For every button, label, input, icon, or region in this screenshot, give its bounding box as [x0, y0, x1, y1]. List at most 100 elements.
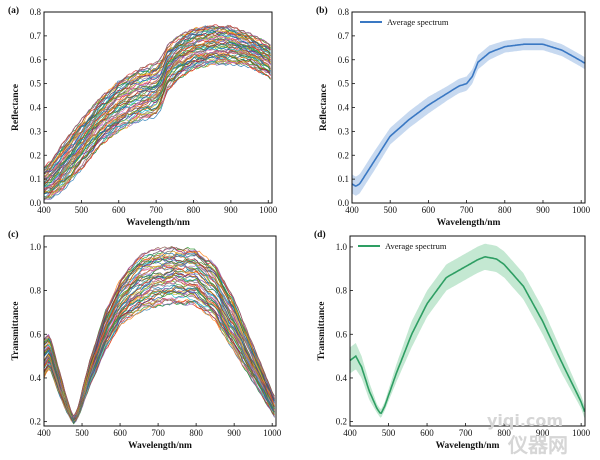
spectrum-line [44, 291, 275, 422]
spectrum-line [44, 270, 275, 420]
y-tick-label: 0.6 [30, 329, 42, 339]
x-tick-label: 1000 [572, 205, 591, 215]
spectrum-line [44, 46, 271, 188]
spectrum-line [44, 53, 271, 193]
x-tick-label: 700 [149, 205, 163, 215]
spectrum-line [44, 270, 275, 421]
y-tick-label: 0.1 [338, 174, 349, 184]
chart-panel-a: 400 500 600 700 800 900 1000 0.0 0.1 0.2 0.3 0.4 0.5… [8, 5, 278, 228]
watermark-site: yiqi.com [487, 411, 563, 430]
spectrum-line [44, 26, 271, 171]
y-tick-label: 0.5 [30, 79, 42, 89]
x-axis-label: Wavelength/nm [126, 218, 190, 228]
x-tick-label: 900 [227, 428, 241, 438]
spectrum-line [44, 57, 271, 198]
spectrum-line [44, 267, 275, 420]
average-spectrum-line [350, 255, 585, 415]
legend-label: Average spectrum [385, 241, 447, 251]
plot-area [350, 243, 585, 420]
spectrum-line [44, 270, 275, 421]
spectrum-line [44, 30, 271, 174]
y-axis-label: Transmittance [317, 302, 327, 361]
x-tick-label: 600 [112, 205, 126, 215]
spectrum-line [44, 290, 275, 424]
spectrum-line [44, 290, 275, 423]
y-tick-label: 0.4 [30, 103, 42, 113]
chart-panel-d: Average spectrum 400 500 600 700 800 900 1000 0.… [314, 229, 591, 451]
x-tick-label: 700 [460, 205, 474, 215]
panel-label: (a) [8, 5, 19, 16]
spectrum-line [44, 278, 275, 422]
y-tick-label: 0.8 [336, 286, 348, 296]
y-tick-label: 0.2 [336, 417, 347, 427]
y-tick-label: 1.0 [336, 242, 348, 252]
y-tick-label: 1.0 [30, 242, 42, 252]
y-tick-label: 0.7 [338, 31, 350, 41]
std-band [350, 243, 585, 420]
x-tick-label: 700 [151, 428, 165, 438]
y-tick-label: 0.2 [338, 150, 349, 160]
y-tick-label: 0.4 [338, 103, 350, 113]
spectrum-line [44, 25, 271, 169]
x-tick-label: 500 [75, 428, 89, 438]
x-tick-label: 800 [497, 428, 511, 438]
x-tick-label: 1000 [263, 428, 282, 438]
axes-frame [349, 235, 586, 427]
spectrum-line [44, 249, 275, 417]
y-tick-label: 0.6 [336, 329, 348, 339]
spectrum-line [44, 24, 271, 169]
y-tick-label: 0.6 [338, 55, 350, 65]
x-tick-label: 400 [345, 205, 359, 215]
spectrum-line [44, 37, 271, 180]
y-tick-label: 0.4 [336, 373, 348, 383]
y-tick-label: 0.3 [338, 126, 350, 136]
y-tick-label: 0.8 [30, 7, 42, 17]
plot-area [352, 38, 585, 196]
x-tick-label: 500 [383, 205, 397, 215]
y-tick-label: 0.3 [30, 126, 42, 136]
y-tick-label: 0.8 [338, 7, 350, 17]
x-tick-label: 900 [224, 205, 238, 215]
x-tick-label: 800 [498, 205, 512, 215]
x-tick-label: 1000 [572, 428, 591, 438]
y-axis-label: Transmittance [11, 302, 21, 361]
y-axis-label: Reflectance [11, 84, 21, 131]
plot-area [44, 24, 271, 201]
y-tick-label: 0.2 [30, 417, 41, 427]
x-tick-label: 500 [382, 428, 396, 438]
spectrum-line [44, 31, 271, 175]
x-tick-label: 700 [459, 428, 473, 438]
x-tick-label: 600 [113, 428, 127, 438]
x-axis-label: Wavelength/nm [128, 441, 192, 451]
y-tick-label: 0.0 [30, 198, 42, 208]
y-tick-label: 0.1 [30, 174, 41, 184]
panel-label: (c) [8, 229, 19, 240]
x-tick-label: 400 [37, 428, 51, 438]
y-tick-label: 0.0 [338, 198, 350, 208]
watermark-cn: 仪器网 [507, 433, 568, 457]
chart-panel-c: 400 500 600 700 800 900 1000 0.2 0.4 0.6 0.8 1.0 Wav… [8, 229, 282, 451]
x-tick-label: 800 [187, 205, 201, 215]
x-axis-label: Wavelength/nm [437, 218, 501, 228]
x-tick-label: 600 [422, 205, 436, 215]
legend-label: Average spectrum [387, 17, 449, 27]
x-tick-label: 1000 [259, 205, 278, 215]
x-tick-label: 800 [189, 428, 203, 438]
x-tick-label: 400 [37, 205, 51, 215]
spectrum-line [44, 45, 271, 187]
spectrum-line [44, 58, 271, 199]
y-tick-label: 0.4 [30, 373, 42, 383]
y-tick-label: 0.2 [30, 150, 41, 160]
y-tick-label: 0.8 [30, 286, 42, 296]
panel-label: (b) [316, 5, 328, 16]
y-axis-label: Reflectance [319, 84, 329, 131]
x-tick-label: 600 [420, 428, 434, 438]
spectrum-line [44, 245, 275, 417]
x-axis-label: Wavelength/nm [436, 441, 500, 451]
x-tick-label: 400 [343, 428, 357, 438]
x-tick-label: 900 [536, 205, 550, 215]
x-tick-label: 900 [536, 428, 550, 438]
y-tick-label: 0.6 [30, 55, 42, 65]
x-tick-label: 500 [75, 205, 89, 215]
